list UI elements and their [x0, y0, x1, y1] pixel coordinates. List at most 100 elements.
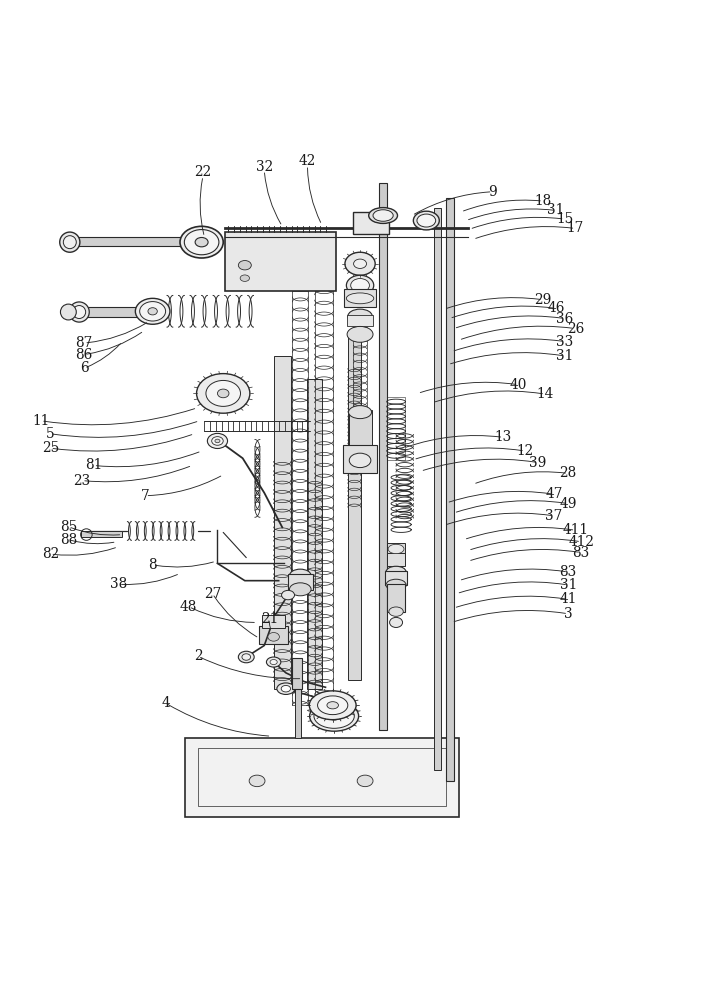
Text: 83: 83	[560, 565, 577, 579]
Bar	[388, 553, 405, 566]
Ellipse shape	[386, 579, 406, 591]
Text: 8: 8	[148, 558, 157, 572]
Ellipse shape	[215, 439, 220, 443]
Ellipse shape	[197, 374, 250, 413]
Text: 86: 86	[76, 348, 93, 362]
Ellipse shape	[212, 437, 223, 445]
Text: 11: 11	[33, 414, 50, 428]
Text: 81: 81	[85, 458, 102, 472]
Text: 31: 31	[556, 349, 573, 363]
Text: 2: 2	[194, 649, 202, 663]
Text: 42: 42	[299, 154, 316, 168]
Ellipse shape	[289, 569, 311, 582]
Bar	[185, 738, 458, 817]
Text: 13: 13	[495, 430, 512, 444]
Text: 6: 6	[80, 361, 88, 375]
Bar	[315, 284, 333, 705]
Ellipse shape	[208, 433, 228, 449]
Bar	[348, 334, 361, 680]
Text: 29: 29	[534, 293, 552, 307]
Ellipse shape	[195, 237, 208, 247]
Ellipse shape	[240, 275, 249, 281]
Ellipse shape	[357, 775, 373, 787]
Ellipse shape	[317, 696, 348, 715]
Text: 33: 33	[556, 335, 573, 349]
Text: 41: 41	[560, 592, 577, 606]
Ellipse shape	[390, 617, 403, 627]
Ellipse shape	[289, 583, 311, 596]
Ellipse shape	[309, 701, 359, 731]
Text: 27: 27	[204, 587, 221, 601]
Ellipse shape	[242, 654, 251, 660]
Bar	[379, 183, 388, 730]
Text: 26: 26	[567, 322, 584, 336]
Ellipse shape	[239, 261, 252, 270]
Ellipse shape	[135, 298, 170, 324]
Ellipse shape	[327, 702, 338, 709]
Text: 46: 46	[547, 301, 565, 315]
Ellipse shape	[346, 293, 374, 304]
Ellipse shape	[314, 704, 354, 728]
Bar	[385, 571, 407, 585]
Bar	[343, 445, 377, 473]
Bar	[80, 531, 122, 537]
Text: 25: 25	[42, 441, 59, 455]
Ellipse shape	[369, 208, 398, 223]
Ellipse shape	[346, 275, 374, 295]
Text: 88: 88	[60, 533, 77, 547]
Ellipse shape	[277, 683, 295, 694]
Ellipse shape	[386, 566, 406, 578]
Ellipse shape	[388, 544, 404, 554]
Text: 18: 18	[534, 194, 552, 208]
Ellipse shape	[270, 660, 277, 665]
Bar	[348, 410, 372, 450]
Text: 412: 412	[568, 535, 594, 549]
Text: 14: 14	[536, 387, 554, 401]
Bar	[273, 356, 291, 689]
Text: 411: 411	[562, 523, 589, 537]
Ellipse shape	[64, 236, 77, 249]
Text: 31: 31	[547, 203, 565, 217]
Text: 49: 49	[560, 497, 577, 511]
Bar	[388, 584, 405, 612]
Ellipse shape	[417, 214, 436, 227]
Text: 82: 82	[42, 547, 59, 561]
Bar	[307, 379, 322, 689]
Text: 38: 38	[110, 577, 127, 591]
Text: 22: 22	[194, 165, 212, 179]
Ellipse shape	[184, 230, 219, 255]
Text: 47: 47	[545, 487, 562, 501]
Bar	[225, 232, 336, 291]
Ellipse shape	[60, 232, 80, 252]
Text: 23: 23	[74, 474, 90, 488]
Text: 87: 87	[76, 336, 93, 350]
Ellipse shape	[140, 302, 166, 321]
Ellipse shape	[354, 259, 367, 268]
Bar	[292, 291, 308, 705]
Text: 40: 40	[510, 378, 527, 392]
Text: 5: 5	[46, 427, 55, 441]
Ellipse shape	[73, 306, 85, 319]
Text: 21: 21	[261, 612, 278, 626]
Ellipse shape	[69, 302, 89, 322]
Ellipse shape	[348, 309, 372, 324]
Bar	[260, 626, 288, 644]
Text: 12: 12	[516, 444, 534, 458]
Ellipse shape	[239, 651, 254, 663]
Text: 83: 83	[573, 546, 590, 560]
Bar	[70, 237, 202, 246]
Text: 9: 9	[488, 185, 497, 199]
Ellipse shape	[206, 380, 241, 406]
Text: 85: 85	[60, 520, 77, 534]
Text: 37: 37	[545, 509, 562, 523]
Bar	[353, 327, 367, 414]
Bar	[65, 307, 158, 317]
Ellipse shape	[347, 326, 373, 342]
Ellipse shape	[348, 406, 372, 419]
Ellipse shape	[309, 691, 356, 720]
Text: 4: 4	[161, 696, 170, 710]
Bar	[295, 686, 301, 738]
Bar	[388, 543, 405, 554]
Bar	[347, 315, 373, 326]
Ellipse shape	[414, 211, 440, 230]
